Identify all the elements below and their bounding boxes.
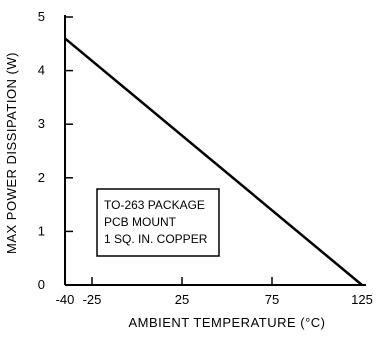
- x-tick-label: 125: [351, 292, 373, 307]
- y-tick-label: 4: [38, 63, 45, 78]
- ticks: 0 1 2 3 4 5 -40 -25 25 75 125: [38, 9, 373, 307]
- axes: [64, 15, 366, 286]
- annotation-box: TO-263 PACKAGE PCB MOUNT 1 SQ. IN. COPPER: [96, 188, 220, 257]
- annotation-line: 1 SQ. IN. COPPER: [104, 232, 208, 246]
- y-tick-label: 0: [38, 277, 45, 292]
- annotation-line: PCB MOUNT: [104, 215, 177, 229]
- derating-line: [64, 37, 363, 286]
- x-axis-title: AMBIENT TEMPERATURE (°C): [128, 315, 325, 330]
- annotation-line: TO-263 PACKAGE: [104, 198, 205, 212]
- y-tick-label: 1: [38, 223, 45, 238]
- y-tick-label: 5: [38, 9, 45, 24]
- series: [64, 37, 363, 286]
- x-tick-label: -25: [83, 292, 102, 307]
- x-tick-label: -40: [56, 292, 75, 307]
- x-tick-label: 75: [265, 292, 279, 307]
- annotation-frame: [96, 188, 220, 257]
- y-tick-label: 3: [38, 116, 45, 131]
- y-axis-title: MAX POWER DISSIPATION (W): [4, 52, 19, 254]
- y-tick-label: 2: [38, 170, 45, 185]
- x-tick-label: 25: [175, 292, 189, 307]
